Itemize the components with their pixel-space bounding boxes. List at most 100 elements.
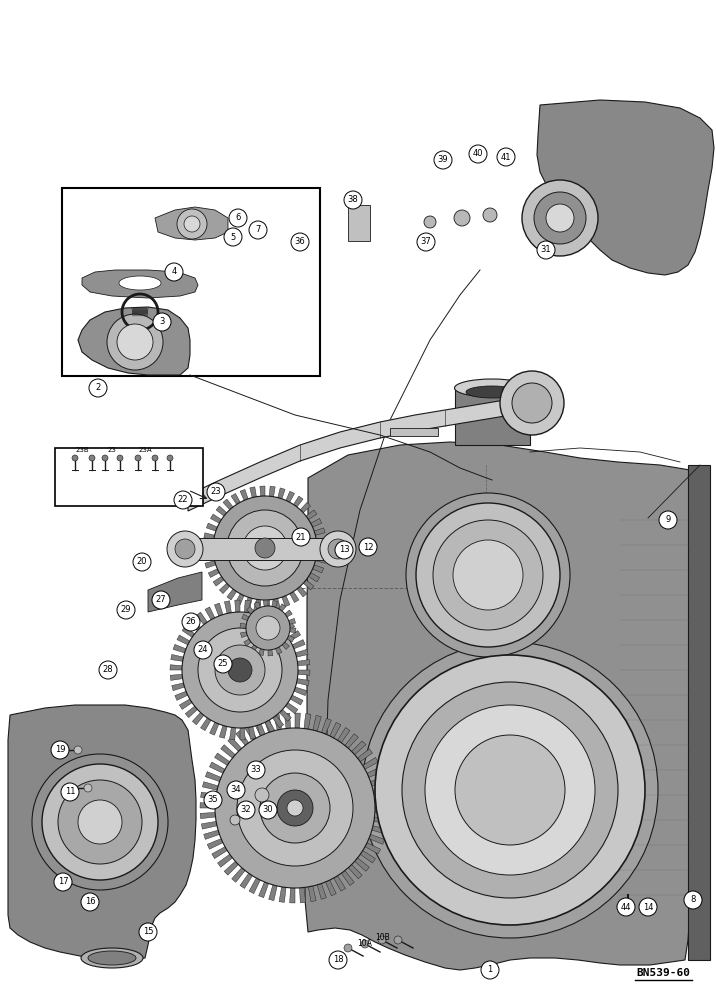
Polygon shape xyxy=(240,489,248,500)
Circle shape xyxy=(167,531,203,567)
Polygon shape xyxy=(240,873,253,888)
Text: 8: 8 xyxy=(690,896,696,904)
Circle shape xyxy=(416,503,560,647)
Text: 9: 9 xyxy=(665,516,671,524)
Polygon shape xyxy=(243,639,251,646)
Polygon shape xyxy=(316,538,326,544)
Polygon shape xyxy=(265,720,275,733)
Polygon shape xyxy=(255,599,261,610)
Polygon shape xyxy=(221,745,236,758)
Polygon shape xyxy=(373,787,389,795)
Polygon shape xyxy=(374,817,390,824)
Circle shape xyxy=(378,936,386,944)
Circle shape xyxy=(375,655,645,925)
Polygon shape xyxy=(326,880,337,896)
Polygon shape xyxy=(299,887,306,903)
Circle shape xyxy=(537,241,555,259)
Circle shape xyxy=(361,940,369,948)
Polygon shape xyxy=(215,753,230,765)
Circle shape xyxy=(287,800,303,816)
Circle shape xyxy=(153,313,171,331)
Polygon shape xyxy=(286,703,298,714)
Circle shape xyxy=(344,944,352,952)
Circle shape xyxy=(102,455,108,461)
Text: 20: 20 xyxy=(137,558,147,566)
Polygon shape xyxy=(180,699,192,709)
Polygon shape xyxy=(248,727,256,739)
Circle shape xyxy=(256,616,280,640)
Polygon shape xyxy=(365,843,381,854)
Circle shape xyxy=(228,658,252,682)
Circle shape xyxy=(78,800,122,844)
Circle shape xyxy=(184,216,200,232)
Polygon shape xyxy=(224,861,238,875)
Text: 39: 39 xyxy=(437,155,448,164)
Polygon shape xyxy=(219,725,227,738)
Ellipse shape xyxy=(88,951,136,965)
Polygon shape xyxy=(265,600,270,610)
Polygon shape xyxy=(285,610,292,617)
Text: 7: 7 xyxy=(256,226,261,234)
Circle shape xyxy=(133,553,151,571)
Polygon shape xyxy=(289,618,296,624)
Text: 26: 26 xyxy=(185,617,196,626)
Polygon shape xyxy=(282,596,290,607)
Polygon shape xyxy=(196,612,208,625)
Circle shape xyxy=(359,538,377,556)
Circle shape xyxy=(406,493,570,657)
Polygon shape xyxy=(175,691,188,700)
Polygon shape xyxy=(261,605,271,618)
Text: 36: 36 xyxy=(294,237,306,246)
Circle shape xyxy=(117,324,153,360)
Circle shape xyxy=(255,788,269,802)
Polygon shape xyxy=(290,695,303,705)
Polygon shape xyxy=(254,602,261,609)
Polygon shape xyxy=(276,615,288,627)
Text: 23A: 23A xyxy=(138,447,152,453)
Polygon shape xyxy=(374,797,390,804)
Text: 5: 5 xyxy=(231,232,236,241)
Polygon shape xyxy=(200,803,215,808)
Polygon shape xyxy=(206,523,218,531)
Polygon shape xyxy=(263,600,268,606)
Circle shape xyxy=(32,754,168,890)
Polygon shape xyxy=(258,649,264,656)
Circle shape xyxy=(259,801,277,819)
Circle shape xyxy=(61,783,79,801)
Circle shape xyxy=(617,898,635,916)
Circle shape xyxy=(453,540,523,610)
Polygon shape xyxy=(316,557,326,563)
Polygon shape xyxy=(182,626,195,637)
Text: 27: 27 xyxy=(155,595,166,604)
Polygon shape xyxy=(244,725,256,740)
Circle shape xyxy=(512,383,552,423)
Polygon shape xyxy=(204,830,220,839)
Circle shape xyxy=(328,539,348,559)
Polygon shape xyxy=(296,649,309,657)
Polygon shape xyxy=(200,718,211,731)
Circle shape xyxy=(497,148,515,166)
Circle shape xyxy=(684,891,702,909)
Polygon shape xyxy=(78,307,190,375)
Circle shape xyxy=(215,645,265,695)
Polygon shape xyxy=(282,642,289,649)
Polygon shape xyxy=(148,572,202,612)
Polygon shape xyxy=(367,767,383,777)
Text: 32: 32 xyxy=(241,806,251,814)
Circle shape xyxy=(74,746,82,754)
Polygon shape xyxy=(228,737,242,751)
Circle shape xyxy=(117,455,123,461)
Circle shape xyxy=(329,951,347,969)
Text: 23: 23 xyxy=(107,447,117,453)
Text: 23B: 23B xyxy=(75,447,89,453)
Circle shape xyxy=(305,243,315,253)
Polygon shape xyxy=(82,270,198,298)
Polygon shape xyxy=(188,395,532,511)
Text: 4: 4 xyxy=(171,267,177,276)
Text: 23: 23 xyxy=(211,488,221,496)
Polygon shape xyxy=(204,533,215,539)
Circle shape xyxy=(433,520,543,630)
Polygon shape xyxy=(295,713,300,728)
Polygon shape xyxy=(235,600,240,612)
Text: BN539-60: BN539-60 xyxy=(636,968,690,978)
